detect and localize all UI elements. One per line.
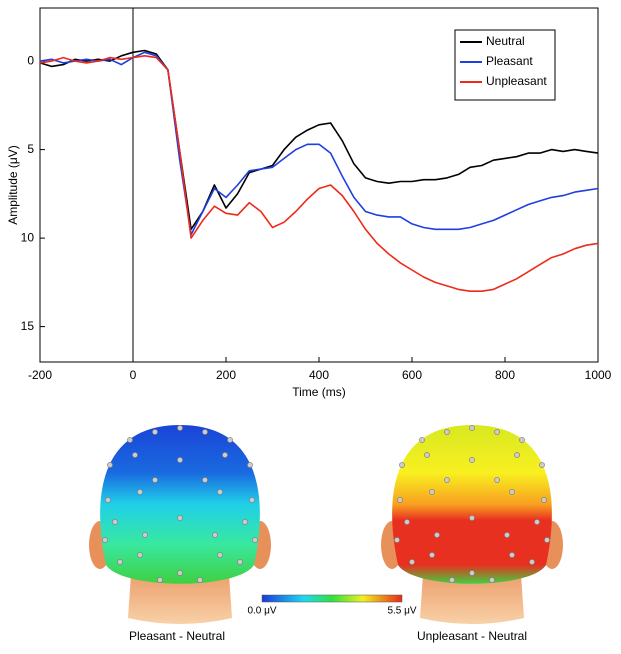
electrode bbox=[177, 515, 183, 521]
legend-label: Pleasant bbox=[486, 54, 533, 68]
electrode bbox=[397, 497, 403, 503]
electrode bbox=[247, 462, 253, 468]
x-tick-label: 1000 bbox=[585, 368, 612, 382]
electrode bbox=[429, 552, 435, 558]
electrode bbox=[434, 532, 440, 538]
electrode bbox=[424, 452, 430, 458]
electrode bbox=[539, 462, 545, 468]
x-tick-label: 0 bbox=[130, 368, 137, 382]
electrode bbox=[202, 477, 208, 483]
electrode bbox=[217, 489, 223, 495]
x-tick-label: -200 bbox=[28, 368, 52, 382]
electrode bbox=[444, 429, 450, 435]
electrode bbox=[541, 497, 547, 503]
electrode bbox=[399, 462, 405, 468]
electrode bbox=[489, 577, 495, 583]
x-tick-label: 200 bbox=[216, 368, 236, 382]
electrode bbox=[102, 537, 108, 543]
y-tick-label: 15 bbox=[21, 319, 35, 333]
electrode bbox=[142, 532, 148, 538]
electrode bbox=[469, 425, 475, 431]
electrode bbox=[394, 537, 400, 543]
electrode bbox=[212, 532, 218, 538]
legend-label: Unpleasant bbox=[486, 74, 547, 88]
electrode bbox=[177, 570, 183, 576]
head-map bbox=[89, 425, 271, 624]
electrode bbox=[494, 429, 500, 435]
colorbar-max: 5.5 μV bbox=[387, 606, 416, 617]
head-map bbox=[381, 425, 563, 624]
electrode bbox=[449, 577, 455, 583]
series-line bbox=[39, 49, 599, 231]
electrode bbox=[534, 519, 540, 525]
colorbar-min: 0.0 μV bbox=[247, 606, 276, 617]
electrode bbox=[152, 429, 158, 435]
x-tick-label: 800 bbox=[495, 368, 515, 382]
electrode bbox=[494, 477, 500, 483]
electrode bbox=[137, 552, 143, 558]
electrode bbox=[117, 559, 123, 565]
electrode bbox=[227, 437, 233, 443]
electrode bbox=[469, 515, 475, 521]
electrode bbox=[252, 537, 258, 543]
electrode bbox=[105, 497, 111, 503]
legend-label: Neutral bbox=[486, 34, 525, 48]
electrode bbox=[509, 489, 515, 495]
electrode bbox=[197, 577, 203, 583]
electrode bbox=[242, 519, 248, 525]
map-label: Unpleasant - Neutral bbox=[417, 629, 527, 643]
x-tick-label: 600 bbox=[402, 368, 422, 382]
y-tick-label: 10 bbox=[21, 230, 35, 244]
electrode bbox=[152, 477, 158, 483]
electrode bbox=[112, 519, 118, 525]
electrode bbox=[177, 425, 183, 431]
electrode bbox=[137, 489, 143, 495]
electrode bbox=[514, 452, 520, 458]
electrode bbox=[157, 577, 163, 583]
electrode bbox=[404, 519, 410, 525]
electrode bbox=[127, 437, 133, 443]
electrode bbox=[519, 437, 525, 443]
y-tick-label: 5 bbox=[27, 142, 34, 156]
map-label: Pleasant - Neutral bbox=[129, 629, 225, 643]
y-axis-label: Amplitude (μV) bbox=[6, 145, 20, 225]
electrode bbox=[222, 452, 228, 458]
electrode bbox=[469, 457, 475, 463]
electrode bbox=[529, 559, 535, 565]
head-scalp bbox=[392, 425, 552, 584]
colorbar bbox=[261, 594, 403, 603]
electrode bbox=[419, 437, 425, 443]
electrode bbox=[429, 489, 435, 495]
electrode bbox=[132, 452, 138, 458]
electrode bbox=[509, 552, 515, 558]
electrode bbox=[107, 462, 113, 468]
electrode bbox=[544, 537, 550, 543]
electrode bbox=[409, 559, 415, 565]
y-tick-label: 0 bbox=[27, 53, 34, 67]
electrode bbox=[444, 477, 450, 483]
electrode bbox=[177, 457, 183, 463]
head-scalp bbox=[100, 425, 260, 584]
electrode bbox=[504, 532, 510, 538]
series-line bbox=[39, 55, 599, 292]
x-axis-label: Time (ms) bbox=[292, 385, 346, 399]
electrode bbox=[217, 552, 223, 558]
x-tick-label: 400 bbox=[309, 368, 329, 382]
electrode bbox=[249, 497, 255, 503]
electrode bbox=[202, 429, 208, 435]
electrode bbox=[237, 559, 243, 565]
electrode bbox=[469, 570, 475, 576]
